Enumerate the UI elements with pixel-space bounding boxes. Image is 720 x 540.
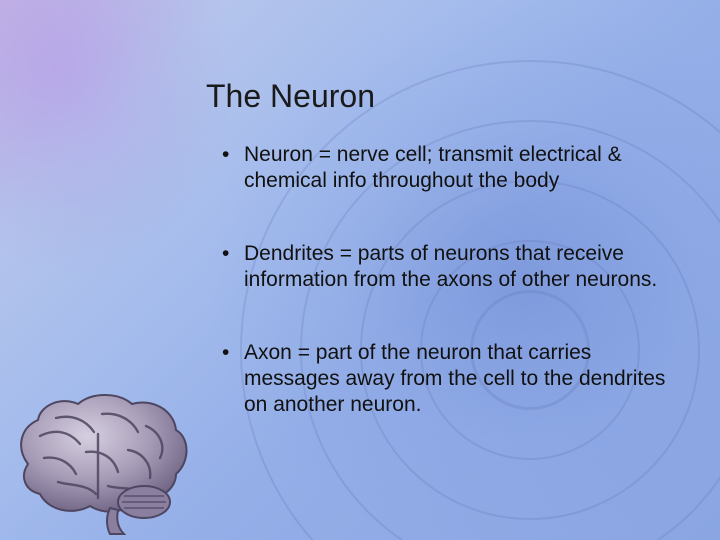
bullet-list: • Neuron = nerve cell; transmit electric…: [222, 142, 682, 465]
bullet-text: Neuron = nerve cell; transmit electrical…: [244, 142, 682, 193]
list-item: • Neuron = nerve cell; transmit electric…: [222, 142, 682, 193]
bullet-icon: •: [222, 142, 244, 168]
slide-title: The Neuron: [206, 78, 375, 115]
bullet-text: Axon = part of the neuron that carries m…: [244, 340, 682, 417]
bullet-icon: •: [222, 241, 244, 267]
brain-icon: [6, 386, 194, 536]
slide: The Neuron • Neuron = nerve cell; transm…: [0, 0, 720, 540]
list-item: • Axon = part of the neuron that carries…: [222, 340, 682, 417]
bullet-icon: •: [222, 340, 244, 366]
bullet-text: Dendrites = parts of neurons that receiv…: [244, 241, 682, 292]
list-item: • Dendrites = parts of neurons that rece…: [222, 241, 682, 292]
